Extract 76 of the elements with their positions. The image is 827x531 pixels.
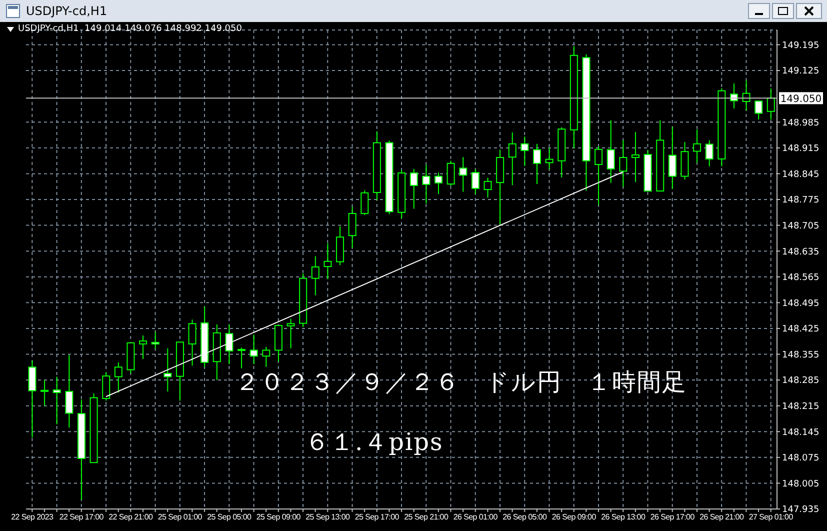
x-tick-label: 25 Sep 01:00 [158, 512, 203, 522]
candlestick [262, 346, 270, 368]
y-tick-label: 148.005 [782, 479, 820, 490]
candlestick [348, 206, 356, 248]
annotation: ２０２３／９／２６ ドル円 １時間足 [235, 367, 687, 398]
candlestick [164, 348, 172, 392]
candlestick [65, 354, 74, 428]
x-tick-label: 25 Sep 13:00 [306, 512, 350, 522]
x-tick-label: 25 Sep 17:00 [354, 512, 400, 522]
x-tick-label: 26 Sep 21:00 [700, 512, 744, 522]
candlestick [238, 347, 246, 369]
candlestick [434, 172, 443, 194]
y-tick-label: 148.775 [782, 196, 820, 206]
candlestick [139, 334, 148, 360]
y-tick-label: 148.145 [782, 428, 820, 438]
candlestick [508, 132, 516, 186]
chart-title: USDJPY-cd,H1 [26, 4, 108, 18]
candlestick [52, 376, 61, 425]
candlestick [324, 242, 332, 280]
candlestick [520, 136, 529, 166]
x-tick-label: 22 Sep 17:00 [59, 512, 104, 522]
candlestick [250, 334, 258, 365]
x-tick-label: 25 Sep 09:00 [256, 512, 302, 522]
x-tick-label: 26 Sep 01:00 [453, 512, 498, 522]
candlestick [225, 324, 234, 365]
candlestick [631, 132, 640, 183]
y-tick-label: 148.565 [782, 273, 820, 284]
x-tick-label: 26 Sep 09:00 [552, 512, 597, 522]
candlestick [311, 256, 320, 296]
y-tick-label: 148.635 [782, 247, 820, 258]
candlestick [594, 146, 603, 206]
candlestick [766, 88, 775, 120]
candlestick [705, 140, 714, 167]
y-tick-label: 148.425 [782, 324, 820, 335]
candlestick [410, 168, 418, 210]
y-tick-label: 148.075 [782, 454, 820, 464]
x-tick-label: 26 Sep 05:00 [502, 512, 548, 522]
candlestick [286, 318, 295, 349]
y-tick-label: 148.985 [782, 118, 820, 128]
candlestick [188, 319, 196, 366]
x-tick-label: 26 Sep 13:00 [601, 512, 646, 522]
annotation: ６１.４pips [305, 427, 444, 458]
y-tick-label: 148.355 [782, 350, 820, 360]
x-tick-label: 27 Sep 01:00 [748, 512, 794, 522]
candlestick [446, 160, 455, 186]
x-tick-label: 26 Sep 17:00 [650, 512, 696, 522]
y-tick-label: 149.125 [782, 66, 820, 77]
x-tick-label: 25 Sep 21:00 [404, 512, 449, 522]
x-tick-label: 25 Sep 05:00 [207, 512, 252, 522]
candlestick [360, 190, 369, 216]
ref-line-label: 149.050 [780, 94, 822, 106]
y-tick-label: 148.495 [782, 298, 820, 309]
candlestick [102, 372, 110, 402]
y-tick-label: 148.915 [782, 144, 820, 154]
y-tick-label: 148.285 [782, 376, 820, 386]
candlestick [619, 140, 628, 188]
candlestick [533, 143, 541, 185]
candlestick [693, 128, 702, 164]
x-tick-label: 22 Sep 21:00 [108, 512, 154, 522]
y-tick-label: 148.705 [782, 221, 820, 232]
candlestick [754, 100, 763, 120]
y-tick-label: 149.195 [782, 40, 820, 51]
candlestick [484, 177, 492, 198]
candlestick [40, 380, 49, 406]
candlestick [668, 126, 676, 190]
chart-subtitle: USDJPY-cd,H1 149.014 149.076 148.992 149.050 [18, 24, 242, 34]
candlestick [151, 332, 160, 350]
y-tick-label: 148.215 [782, 402, 820, 412]
candlestick [422, 164, 430, 204]
y-tick-label: 148.845 [782, 170, 820, 180]
candlestick [459, 156, 468, 192]
candlestick [114, 362, 122, 394]
candlestick [471, 168, 480, 194]
candlestick [545, 147, 554, 170]
candlestick [28, 360, 36, 438]
x-tick-label: 22 Sep 2023 [11, 512, 54, 522]
